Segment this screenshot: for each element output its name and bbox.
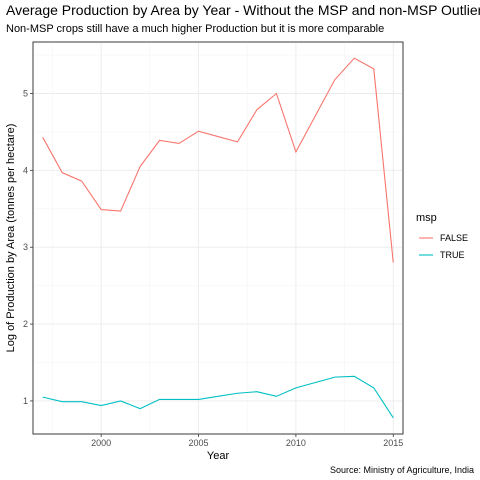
grid <box>33 42 403 434</box>
chart-subtitle: Non-MSP crops still have a much higher P… <box>6 23 384 35</box>
series-line-true <box>42 375 394 419</box>
chart-title: Average Production by Area by Year - Wit… <box>6 2 480 18</box>
x-tick-label: 2000 <box>91 438 111 448</box>
y-axis-title: Log of Production by Area (tonnes per he… <box>5 124 17 353</box>
x-tick-label: 2010 <box>286 438 306 448</box>
legend-label-false: FALSE <box>440 233 468 243</box>
plot-border <box>32 41 404 435</box>
y-tick-label: 3 <box>23 242 28 252</box>
chart-caption: Source: Ministry of Agriculture, India <box>330 465 474 475</box>
y-tick-label: 1 <box>23 396 28 406</box>
series-line-false <box>42 57 394 263</box>
legend: msp FALSE TRUE <box>416 212 468 260</box>
plot-panel <box>32 41 404 435</box>
x-axis: 2000 2005 2010 2015 <box>91 434 403 448</box>
y-tick-label: 5 <box>23 88 28 98</box>
legend-label-true: TRUE <box>440 250 465 260</box>
y-tick-label: 4 <box>23 165 28 175</box>
x-tick-label: 2015 <box>383 438 403 448</box>
y-axis: 1 2 3 4 5 <box>23 88 33 406</box>
y-tick-label: 2 <box>23 319 28 329</box>
series-lines <box>42 57 394 419</box>
legend-title: msp <box>416 212 437 224</box>
x-tick-label: 2005 <box>189 438 209 448</box>
x-axis-title: Year <box>207 450 230 462</box>
